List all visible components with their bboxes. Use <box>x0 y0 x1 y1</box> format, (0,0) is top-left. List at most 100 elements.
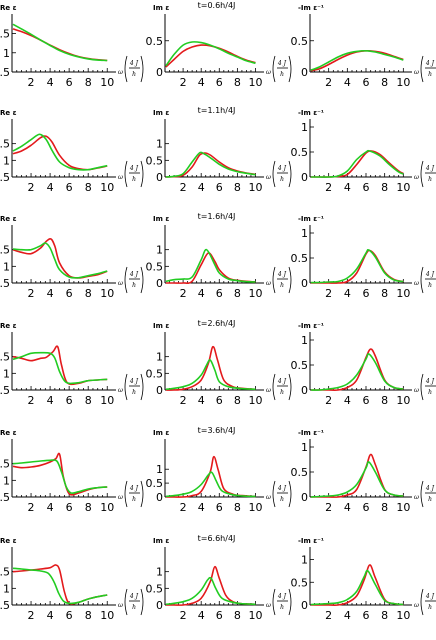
series-green-line <box>310 569 404 606</box>
unit-denominator: h <box>132 282 136 289</box>
unit-denominator: h <box>428 71 432 78</box>
unit-omega: ω <box>118 280 123 287</box>
x-tick-label: 2 <box>325 76 332 89</box>
unit-numerator: 4 J <box>277 271 287 278</box>
x-tick-label: 6 <box>216 181 223 194</box>
unit-denominator: h <box>428 176 432 183</box>
x-tick-label: 10 <box>100 609 114 622</box>
y-axis-label: Im ε <box>153 109 169 117</box>
unit-paren-left <box>420 588 424 616</box>
x-tick-label: 4 <box>344 181 351 194</box>
y-tick-label: 0.5 <box>146 35 164 48</box>
unit-numerator: 4 J <box>277 593 287 600</box>
y-axis-label: Im ε <box>153 429 169 437</box>
panel-r1-c1: Im ε t=1.1h/4J 2 4 6 8 10 0 0.5 1 ω 4 J h <box>146 106 292 194</box>
x-tick-label: 4 <box>344 609 351 622</box>
x-tick-label: 6 <box>363 394 370 407</box>
y-tick-label: 0 <box>301 491 308 504</box>
y-tick-label: 1 <box>156 351 163 364</box>
y-tick-label: 0.5 <box>291 576 309 589</box>
x-tick-label: 8 <box>234 287 241 300</box>
panel-r1-c2: -Im ε⁻¹ 2 4 6 8 10 0 0.5 1 ω 4 J h <box>291 109 436 194</box>
y-axis-label: -Im ε⁻¹ <box>298 109 324 117</box>
x-tick-label: 4 <box>198 501 205 514</box>
unit-numerator: 4 J <box>425 271 435 278</box>
y-tick-label: 1.5 <box>0 351 10 364</box>
unit-numerator: 4 J <box>129 271 139 278</box>
x-tick-label: 8 <box>381 287 388 300</box>
x-tick-label: 2 <box>28 76 35 89</box>
y-tick-label: 0 <box>156 491 163 504</box>
y-axis-label: Re ε <box>0 537 17 545</box>
unit-paren-right <box>288 373 292 401</box>
panel-r4-c2: -Im ε⁻¹ 2 4 6 8 10 0 0.5 1 ω 4 J h <box>291 429 436 514</box>
unit-numerator: 4 J <box>277 165 287 172</box>
x-tick-label: 10 <box>396 76 410 89</box>
unit-paren-left <box>420 373 424 401</box>
series-green-line <box>165 41 256 67</box>
y-tick-label: 0.5 <box>146 367 164 380</box>
unit-paren-left <box>124 373 128 401</box>
unit-paren-right <box>140 480 144 508</box>
y-axis-label: -Im ε⁻¹ <box>298 215 324 223</box>
x-tick-label: 10 <box>396 181 410 194</box>
unit-numerator: 4 J <box>129 60 139 67</box>
panel-r2-c2: -Im ε⁻¹ 2 4 6 8 10 0 0.5 1 ω 4 J h <box>291 215 436 300</box>
y-axis-label: Re ε <box>0 109 17 117</box>
y-tick-label: 1 <box>3 367 10 380</box>
y-tick-label: 0 <box>156 277 163 290</box>
unit-paren-right <box>140 266 144 294</box>
x-tick-label: 6 <box>363 501 370 514</box>
unit-numerator: 4 J <box>425 485 435 492</box>
y-axis-label: Im ε <box>153 537 169 545</box>
unit-paren-left <box>124 160 128 188</box>
y-tick-label: 0.5 <box>146 260 164 273</box>
unit-denominator: h <box>428 389 432 396</box>
y-tick-label: 1 <box>3 474 10 487</box>
x-tick-label: 2 <box>325 394 332 407</box>
x-tick-label: 2 <box>180 609 187 622</box>
unit-paren-left <box>124 266 128 294</box>
x-tick-label: 8 <box>234 181 241 194</box>
unit-omega: ω <box>266 494 271 501</box>
y-axis-label: Re ε <box>0 322 17 330</box>
unit-paren-right <box>140 373 144 401</box>
x-tick-label: 2 <box>180 76 187 89</box>
unit-denominator: h <box>280 71 284 78</box>
y-tick-label: 1 <box>156 566 163 579</box>
unit-numerator: 4 J <box>425 60 435 67</box>
y-tick-label: 1 <box>301 121 308 134</box>
x-tick-label: 4 <box>344 394 351 407</box>
x-tick-label: 10 <box>248 76 262 89</box>
y-tick-label: 1.5 <box>0 28 10 41</box>
unit-omega: ω <box>118 69 123 76</box>
y-tick-label: 1 <box>156 138 163 151</box>
y-tick-label: 0.5 <box>146 154 164 167</box>
x-tick-label: 8 <box>381 394 388 407</box>
y-axis-label: Re ε <box>0 4 17 12</box>
series-green-line <box>310 248 404 284</box>
y-axis-label: Im ε <box>153 215 169 223</box>
x-tick-label: 2 <box>325 287 332 300</box>
panel-r3-c1: Im ε t=2.6h/4J 2 4 6 8 10 0 0.5 1 ω 4 J h <box>146 319 292 407</box>
unit-denominator: h <box>132 496 136 503</box>
x-tick-label: 2 <box>180 501 187 514</box>
x-tick-label: 10 <box>100 287 114 300</box>
x-tick-label: 6 <box>216 394 223 407</box>
x-tick-label: 8 <box>85 394 92 407</box>
series-red-line <box>310 564 404 606</box>
series-green-line <box>165 576 256 606</box>
series-red-line <box>310 348 404 391</box>
unit-omega: ω <box>414 494 419 501</box>
x-tick-label: 2 <box>28 394 35 407</box>
unit-omega: ω <box>414 69 419 76</box>
x-tick-label: 8 <box>85 76 92 89</box>
unit-paren-left <box>124 480 128 508</box>
unit-paren-left <box>272 266 276 294</box>
unit-paren-left <box>124 588 128 616</box>
unit-omega: ω <box>414 387 419 394</box>
unit-omega: ω <box>118 174 123 181</box>
